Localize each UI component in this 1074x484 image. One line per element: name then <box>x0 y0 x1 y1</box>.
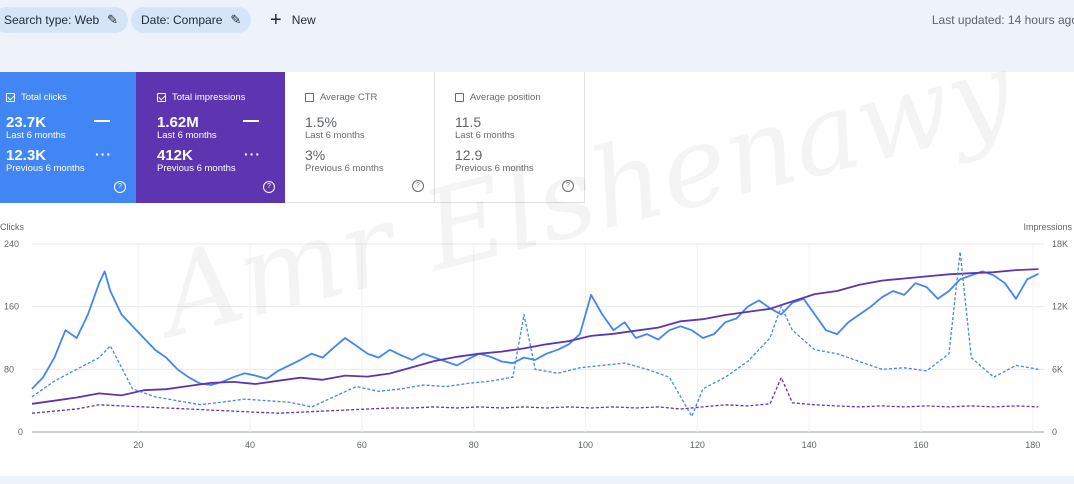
metric-prev-value: 12.3K <box>6 147 47 164</box>
filter-bar: Search type: Web ✎ Date: Compare ✎ + New… <box>0 0 1074 42</box>
plus-icon: + <box>270 9 282 31</box>
performance-chart: Clicks Impressions 0 80 160 240 0 6K 12K 18K 20 4… <box>0 218 1074 476</box>
help-icon[interactable]: ? <box>114 181 126 193</box>
metric-tile-total-clicks[interactable]: Total clicks 23.7K Last 6 months 12.3K P… <box>0 72 136 203</box>
help-icon[interactable]: ? <box>412 180 424 192</box>
metric-prev-period: Previous 6 months <box>305 163 384 174</box>
y-axis-left-title: Clicks <box>0 222 24 232</box>
solid-line-legend-icon <box>243 120 259 122</box>
x-tick: 180 <box>1025 440 1040 450</box>
metric-tile-average-ctr[interactable]: Average CTR 1.5% Last 6 months 3% Previo… <box>285 72 435 203</box>
edit-icon[interactable]: ✎ <box>230 12 242 27</box>
new-label: New <box>291 13 316 27</box>
x-tick: 160 <box>913 440 928 450</box>
x-tick: 60 <box>357 440 367 450</box>
series-line <box>31 270 1039 390</box>
metric-label: Total impressions <box>172 92 246 103</box>
y-tick-right: 12K <box>1052 302 1068 312</box>
y-tick-right: 0 <box>1052 427 1057 437</box>
x-tick: 20 <box>133 440 143 450</box>
checkbox-icon[interactable] <box>157 93 166 102</box>
last-updated-text: Last updated: 14 hours ago <box>931 13 1074 27</box>
metric-prev-period: Previous 6 months <box>455 163 534 174</box>
performance-card: Total clicks 23.7K Last 6 months 12.3K P… <box>0 72 1074 476</box>
metric-label: Total clicks <box>21 92 67 103</box>
x-tick: 100 <box>578 440 593 450</box>
metric-period: Last 6 months <box>305 130 365 141</box>
metric-value: 23.7K <box>6 114 47 131</box>
new-filter-button[interactable]: + New <box>270 7 316 33</box>
y-tick-left: 160 <box>4 302 19 312</box>
search-type-label: Search type: Web <box>4 13 100 27</box>
dashed-line-legend-icon: ··· <box>95 146 112 162</box>
chart-series <box>31 251 1039 417</box>
metric-value: 1.5% <box>305 114 337 130</box>
y-axis-right-title: Impressions <box>1023 222 1072 232</box>
date-chip[interactable]: Date: Compare ✎ <box>131 7 252 33</box>
metric-period: Last 6 months <box>157 130 217 141</box>
solid-line-legend-icon <box>94 120 110 122</box>
dashed-line-legend-icon: ··· <box>244 146 261 162</box>
help-icon[interactable]: ? <box>263 181 275 193</box>
metric-prev-period: Previous 6 months <box>6 163 85 174</box>
series-line-dashed <box>31 377 1039 414</box>
metric-prev-value: 12.9 <box>455 147 483 163</box>
metric-tile-average-position[interactable]: Average position 11.5 Last 6 months 12.9… <box>435 72 585 203</box>
series-line-dashed <box>31 251 1039 417</box>
metric-label: Average position <box>470 92 541 103</box>
chart-ticks: 0 80 160 240 0 6K 12K 18K 20 40 60 80 100 120 140 160 18… <box>4 239 1068 450</box>
metric-value: 11.5 <box>455 114 482 130</box>
y-tick-left: 0 <box>18 427 23 437</box>
metric-label: Average CTR <box>320 92 378 103</box>
x-tick: 120 <box>690 440 705 450</box>
checkbox-icon[interactable] <box>6 93 15 102</box>
metric-prev-value: 3% <box>305 147 326 163</box>
x-tick: 140 <box>802 440 817 450</box>
help-icon[interactable]: ? <box>562 180 574 192</box>
y-tick-left: 80 <box>4 364 14 374</box>
line-chart-svg: Clicks Impressions 0 80 160 240 0 6K 12K 18K 20 4… <box>0 222 1073 450</box>
chart-grid <box>32 243 1044 433</box>
search-type-chip[interactable]: Search type: Web ✎ <box>0 7 129 33</box>
metric-period: Last 6 months <box>6 130 66 141</box>
date-label: Date: Compare <box>141 13 223 27</box>
metric-tile-total-impressions[interactable]: Total impressions 1.62M Last 6 months 41… <box>136 72 285 203</box>
series-line <box>31 268 1039 405</box>
y-tick-left: 240 <box>4 239 19 249</box>
checkbox-icon[interactable] <box>455 93 464 102</box>
y-tick-right: 6K <box>1052 364 1063 374</box>
metric-prev-period: Previous 6 months <box>157 163 236 174</box>
edit-icon[interactable]: ✎ <box>107 12 119 27</box>
metric-prev-value: 412K <box>157 147 193 164</box>
x-tick: 40 <box>245 440 255 450</box>
x-tick: 80 <box>469 440 479 450</box>
checkbox-icon[interactable] <box>305 93 314 102</box>
metric-value: 1.62M <box>157 114 199 131</box>
metric-period: Last 6 months <box>455 130 515 141</box>
y-tick-right: 18K <box>1052 239 1068 249</box>
